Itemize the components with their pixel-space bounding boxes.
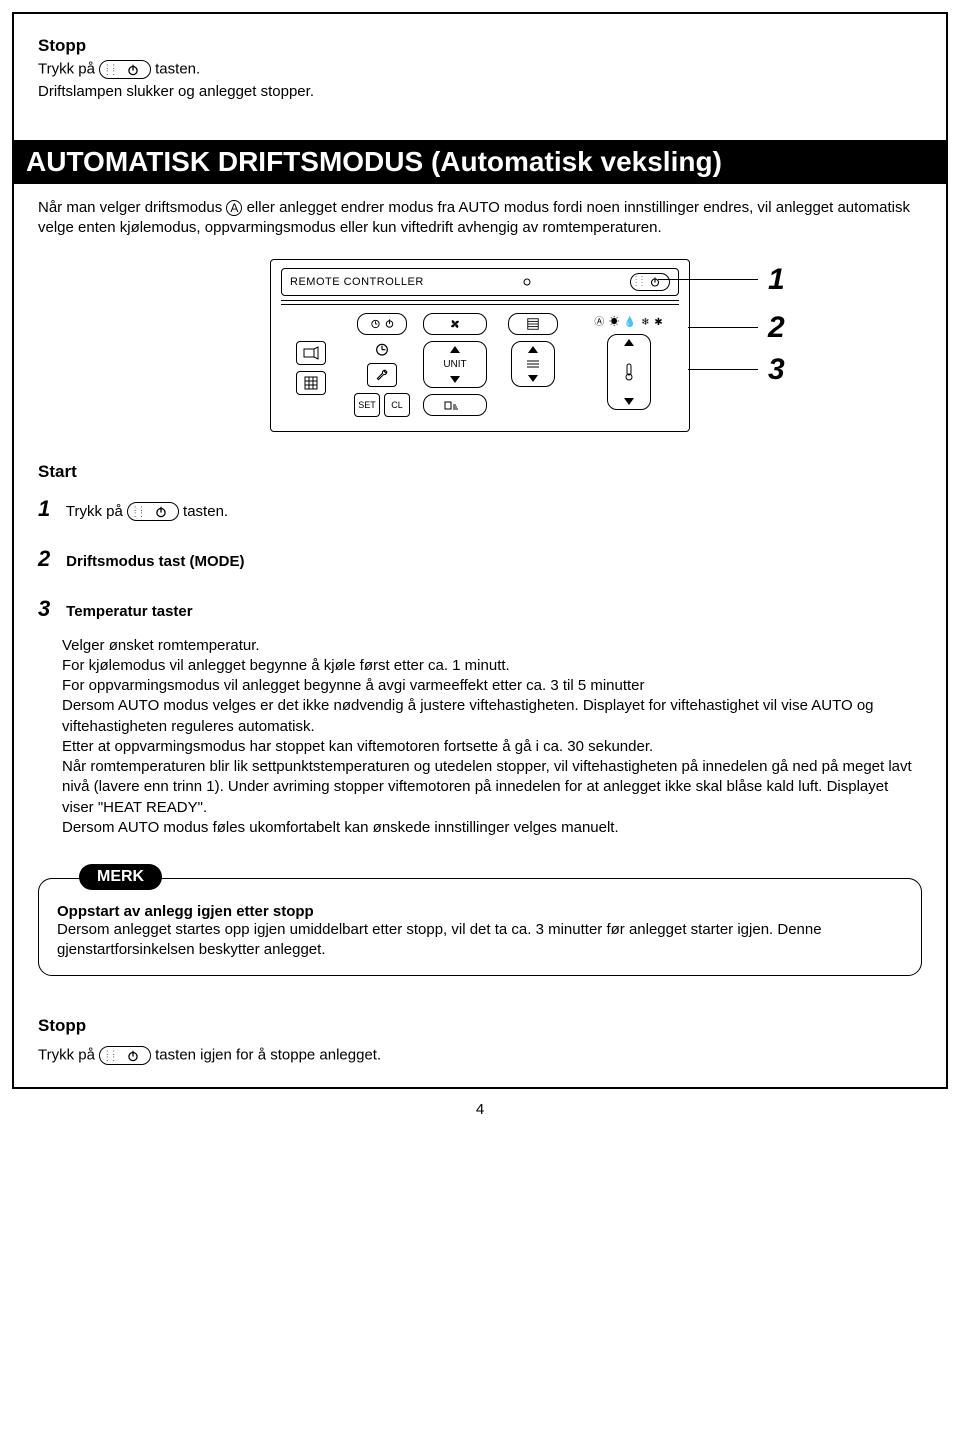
thermometer-icon (624, 363, 634, 381)
callout-line (688, 327, 758, 328)
remote-col-2: SET CL (347, 313, 417, 417)
text: Trykk på (66, 503, 123, 520)
remote-col-5: Ⓐ ☀ 💧 ❄ ✱ (579, 313, 679, 410)
fan-icon (447, 316, 463, 332)
step-1: 1 Trykk på : :: : tasten. (38, 496, 922, 522)
temp-up-down-button (607, 334, 651, 410)
power-icon (126, 1049, 140, 1063)
stopp-section-top: Stopp Trykk på : :: : tasten. Driftslamp… (38, 36, 922, 100)
remote-col-4 (493, 313, 573, 387)
grid-button-icon (296, 371, 326, 395)
stopp-line1: Trykk på : :: : tasten. (38, 60, 922, 79)
text: Trykk på (38, 1046, 95, 1063)
remote-label: REMOTE CONTROLLER (290, 276, 424, 288)
power-icon (649, 276, 661, 288)
remote-diagram: REMOTE CONTROLLER : :: : (38, 259, 922, 432)
callout-num-3: 3 (768, 353, 785, 387)
para: Når romtemperaturen blir lik settpunktst… (62, 757, 922, 818)
mode-icons-row: Ⓐ ☀ 💧 ❄ ✱ (594, 313, 663, 328)
dots-icon: : :: : (134, 506, 144, 518)
cl-button: CL (384, 393, 410, 417)
text: tasten igjen for å stoppe anlegget. (155, 1046, 381, 1063)
power-button-icon: : :: : (99, 1046, 151, 1065)
step-3: 3 Temperatur taster (38, 596, 922, 622)
circled-a-icon: A (226, 200, 242, 216)
led-icon (523, 273, 531, 291)
step-num: 1 (38, 496, 62, 522)
remote-col-3: UNIT (423, 313, 487, 416)
triangle-down-icon (528, 375, 538, 382)
text: tasten. (155, 60, 200, 77)
stopp2-title: Stopp (38, 1016, 922, 1036)
step-2: 2 Driftsmodus tast (MODE) (38, 546, 922, 572)
stopp-line2: Driftslampen slukker og anlegget stopper… (38, 83, 922, 100)
callout-line (658, 279, 758, 280)
triangle-up-icon (528, 346, 538, 353)
triangle-up-icon (450, 346, 460, 353)
para: For kjølemodus vil anlegget begynne å kj… (62, 656, 922, 676)
step-label: Driftsmodus tast (MODE) (66, 553, 244, 570)
remote-controller: REMOTE CONTROLLER : :: : (270, 259, 690, 432)
merk-tag: MERK (79, 864, 162, 890)
step-num: 2 (38, 546, 62, 572)
page-number: 4 (0, 1101, 960, 1118)
fan-button (423, 313, 487, 335)
merk-note-box: MERK Oppstart av anlegg igjen etter stop… (38, 878, 922, 976)
triangle-down-icon (450, 376, 460, 383)
power-icon (126, 63, 140, 77)
text: Trykk på (38, 60, 95, 77)
louver-up-down-button (511, 341, 555, 387)
triangle-up-icon (624, 339, 634, 346)
page-frame: Stopp Trykk på : :: : tasten. Driftslamp… (12, 12, 948, 1089)
power-icon (154, 505, 168, 519)
louver-icon (525, 359, 541, 369)
remote-body: SET CL UNIT (281, 313, 679, 417)
remote-top-bar: REMOTE CONTROLLER : :: : (281, 268, 679, 296)
power-button-icon: : :: : (127, 502, 179, 521)
merk-title: Oppstart av anlegg igjen etter stopp (57, 903, 903, 920)
set-cl-row: SET CL (354, 393, 410, 417)
stopp2-line: Trykk på : :: : tasten igjen for å stopp… (38, 1046, 922, 1065)
dots-icon: : :: : (635, 276, 644, 288)
callout-line (688, 369, 758, 370)
filter-button (508, 313, 558, 335)
para: For oppvarmingsmodus vil anlegget begynn… (62, 676, 922, 696)
start-title: Start (38, 462, 922, 482)
display-button (423, 394, 487, 416)
stopp-title: Stopp (38, 36, 922, 56)
intro-paragraph: Når man velger driftsmodus A eller anleg… (38, 198, 922, 239)
remote-power-button: : :: : (630, 273, 670, 291)
merk-text: Dersom anlegget startes opp igjen umidde… (57, 920, 903, 961)
power-button-icon: : :: : (99, 60, 151, 79)
para: Etter at oppvarmingsmodus har stoppet ka… (62, 737, 922, 757)
callout-num-1: 1 (768, 263, 785, 297)
unit-label: UNIT (443, 359, 466, 370)
stopp-section-bottom: Stopp Trykk på : :: : tasten igjen for å… (38, 1016, 922, 1065)
section-banner: AUTOMATISK DRIFTSMODUS (Automatisk veksl… (14, 140, 946, 184)
step-num: 3 (38, 596, 62, 622)
set-button: SET (354, 393, 380, 417)
divider (281, 300, 679, 301)
triangle-down-icon (624, 398, 634, 405)
body-paragraphs: Velger ønsket romtemperatur. For kjølemo… (62, 636, 922, 839)
start-section: Start 1 Trykk på : :: : tasten. 2 Drifts… (38, 462, 922, 839)
divider (281, 304, 679, 305)
timer-power-button (357, 313, 407, 335)
clock-icon (374, 341, 390, 357)
text: Når man velger driftsmodus (38, 199, 222, 216)
step-label: Temperatur taster (66, 603, 192, 620)
dots-icon: : :: : (106, 1050, 116, 1062)
vent-button-icon (296, 341, 326, 365)
unit-up-down-button: UNIT (423, 341, 487, 388)
para: Velger ønsket romtemperatur. (62, 636, 922, 656)
callout-num-2: 2 (768, 311, 785, 345)
para: Dersom AUTO modus føles ukomfortabelt ka… (62, 818, 922, 838)
dots-icon: : :: : (106, 64, 116, 76)
remote-col-1 (281, 313, 341, 395)
wrench-button-icon (367, 363, 397, 387)
text: tasten. (183, 503, 228, 520)
para: Dersom AUTO modus velges er det ikke nød… (62, 696, 922, 737)
